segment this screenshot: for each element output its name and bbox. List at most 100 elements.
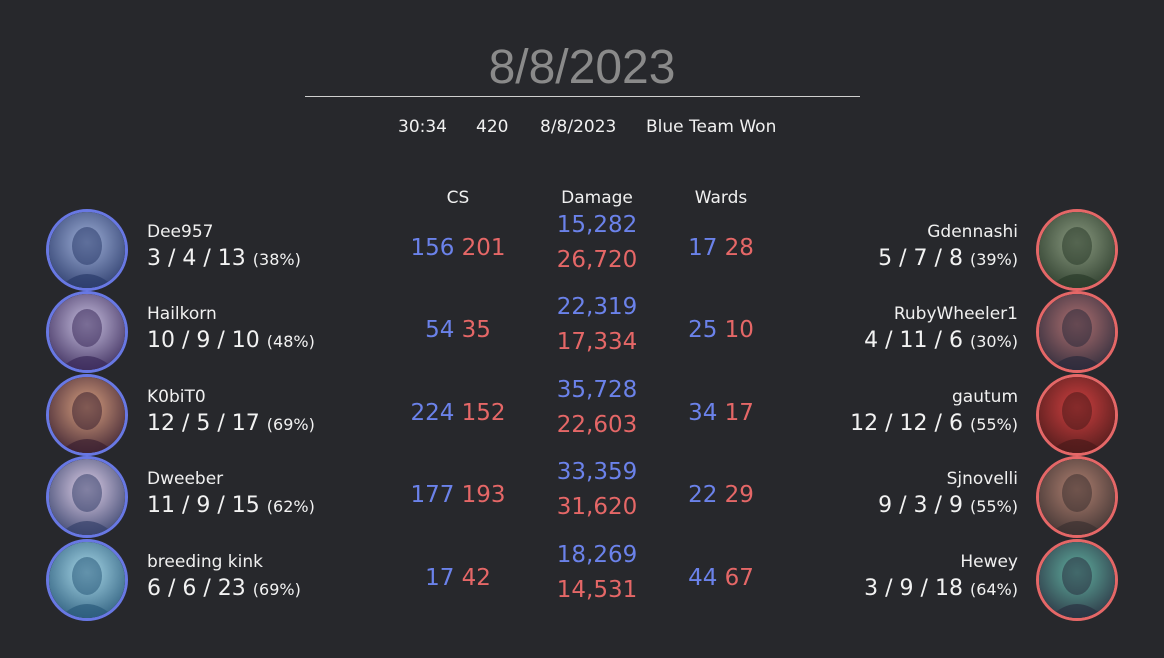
champion-portrait-icon: [1039, 212, 1115, 288]
blue-champion-avatar[interactable]: [46, 209, 128, 291]
match-result: Blue Team Won: [646, 117, 777, 137]
wards-pair: 17 28: [688, 235, 754, 261]
wards-pair: 34 17: [688, 400, 754, 426]
red-player-name[interactable]: Gdennashi: [927, 222, 1018, 242]
cs-pair: 17 42: [425, 565, 491, 591]
champion-portrait-icon: [49, 542, 125, 618]
blue-player-name[interactable]: Dee957: [147, 222, 214, 242]
cs-pair: 224 152: [410, 400, 505, 426]
kill-participation: (38%): [252, 250, 301, 269]
blue-cs: 156: [410, 235, 455, 261]
champion-portrait-icon: [1039, 542, 1115, 618]
red-champion-avatar[interactable]: [1036, 456, 1118, 538]
kda-value: 12 / 5 / 17: [147, 411, 260, 436]
blue-wards: 34: [688, 400, 718, 426]
blue-player-kda: 6 / 6 / 23 (69%): [147, 576, 301, 601]
blue-player-name[interactable]: breeding kink: [147, 552, 263, 572]
blue-player-name[interactable]: K0biT0: [147, 387, 206, 407]
champion-portrait-icon: [49, 294, 125, 370]
red-champion-avatar[interactable]: [1036, 539, 1118, 621]
title-divider: [305, 96, 860, 97]
match-date: 8/8/2023: [540, 117, 617, 137]
red-player-name[interactable]: Hewey: [960, 552, 1018, 572]
blue-damage: 18,269: [556, 542, 638, 568]
red-player-name[interactable]: RubyWheeler1: [893, 304, 1018, 324]
kill-participation: (55%): [969, 497, 1018, 516]
red-damage: 22,603: [556, 412, 638, 438]
kda-value: 12 / 12 / 6: [850, 411, 963, 436]
red-player-kda: 3 / 9 / 18 (64%): [864, 576, 1018, 601]
red-damage: 26,720: [556, 247, 638, 273]
red-wards: 17: [724, 400, 754, 426]
red-damage: 31,620: [556, 494, 638, 520]
red-cs: 201: [461, 235, 506, 261]
blue-cs: 224: [410, 400, 455, 426]
champion-portrait-icon: [1039, 294, 1115, 370]
blue-champion-avatar[interactable]: [46, 374, 128, 456]
champion-portrait-icon: [1039, 377, 1115, 453]
red-wards: 10: [724, 317, 754, 343]
red-champion-avatar[interactable]: [1036, 374, 1118, 456]
blue-wards: 22: [688, 482, 718, 508]
blue-cs: 177: [410, 482, 455, 508]
red-champion-avatar[interactable]: [1036, 209, 1118, 291]
player-row: Hailkorn 10 / 9 / 10 (48%) 54 35 22,319 …: [0, 291, 1164, 373]
blue-damage: 35,728: [556, 377, 638, 403]
champion-portrait-icon: [1039, 459, 1115, 535]
kda-value: 5 / 7 / 8: [878, 246, 963, 271]
blue-damage: 15,282: [556, 212, 638, 238]
red-wards: 67: [724, 565, 754, 591]
blue-champion-avatar[interactable]: [46, 291, 128, 373]
cs-pair: 177 193: [410, 482, 505, 508]
kill-participation: (39%): [969, 250, 1018, 269]
kda-value: 11 / 9 / 15: [147, 493, 260, 518]
kda-value: 6 / 6 / 23: [147, 576, 246, 601]
blue-player-name[interactable]: Dweeber: [147, 469, 224, 489]
wards-pair: 22 29: [688, 482, 754, 508]
blue-player-kda: 11 / 9 / 15 (62%): [147, 493, 315, 518]
red-player-kda: 5 / 7 / 8 (39%): [878, 246, 1018, 271]
blue-cs: 17: [425, 565, 455, 591]
red-cs: 42: [461, 565, 491, 591]
blue-player-kda: 12 / 5 / 17 (69%): [147, 411, 315, 436]
blue-player-kda: 10 / 9 / 10 (48%): [147, 328, 315, 353]
kda-value: 4 / 11 / 6: [864, 328, 963, 353]
player-row: breeding kink 6 / 6 / 23 (69%) 17 42 18,…: [0, 539, 1164, 621]
red-wards: 28: [724, 235, 754, 261]
wards-pair: 25 10: [688, 317, 754, 343]
cs-pair: 54 35: [425, 317, 491, 343]
player-row: Dee957 3 / 4 / 13 (38%) 156 201 15,282 2…: [0, 209, 1164, 291]
red-cs: 193: [461, 482, 506, 508]
blue-wards: 44: [688, 565, 718, 591]
blue-champion-avatar[interactable]: [46, 539, 128, 621]
red-player-kda: 4 / 11 / 6 (30%): [864, 328, 1018, 353]
kda-value: 10 / 9 / 10: [147, 328, 260, 353]
red-champion-avatar[interactable]: [1036, 291, 1118, 373]
cs-pair: 156 201: [410, 235, 505, 261]
kill-participation: (55%): [969, 415, 1018, 434]
red-player-kda: 12 / 12 / 6 (55%): [850, 411, 1018, 436]
blue-player-kda: 3 / 4 / 13 (38%): [147, 246, 301, 271]
champion-portrait-icon: [49, 459, 125, 535]
blue-wards: 25: [688, 317, 718, 343]
player-row: K0biT0 12 / 5 / 17 (69%) 224 152 35,728 …: [0, 374, 1164, 456]
red-player-name[interactable]: gautum: [952, 387, 1018, 407]
kda-value: 3 / 4 / 13: [147, 246, 246, 271]
blue-damage: 22,319: [556, 294, 638, 320]
wards-pair: 44 67: [688, 565, 754, 591]
page-title: 8/8/2023: [488, 41, 676, 94]
red-cs: 152: [461, 400, 506, 426]
red-damage: 17,334: [556, 329, 638, 355]
blue-champion-avatar[interactable]: [46, 456, 128, 538]
kda-value: 3 / 9 / 18: [864, 576, 963, 601]
cs-column-header: CS: [446, 188, 470, 208]
kill-participation: (30%): [969, 332, 1018, 351]
red-cs: 35: [461, 317, 491, 343]
blue-wards: 17: [688, 235, 718, 261]
wards-column-header: Wards: [694, 188, 748, 208]
red-player-name[interactable]: Sjnovelli: [946, 469, 1018, 489]
blue-player-name[interactable]: Hailkorn: [147, 304, 217, 324]
queue-id: 420: [476, 117, 509, 137]
kill-participation: (64%): [969, 580, 1018, 599]
damage-column-header: Damage: [561, 188, 633, 208]
